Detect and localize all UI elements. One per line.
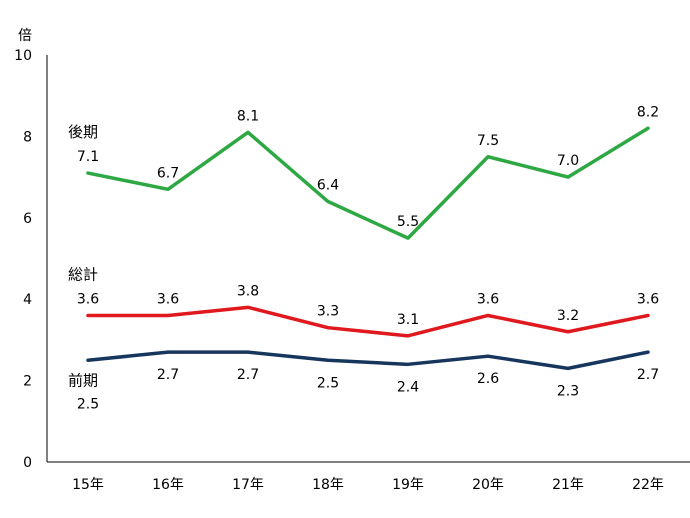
y-tick-label: 4: [23, 292, 32, 308]
data-label: 3.8: [237, 283, 259, 299]
series-line: [86, 350, 650, 371]
y-tick-label: 6: [23, 211, 32, 227]
y-tick-label: 10: [14, 48, 32, 64]
x-tick-label: 17年: [232, 477, 264, 493]
data-label: 3.1: [397, 312, 419, 328]
data-label: 3.2: [557, 308, 579, 324]
y-tick-label: 0: [23, 455, 32, 471]
data-label: 2.5: [317, 375, 339, 391]
series-name-label: 後期: [68, 123, 98, 141]
x-tick-label: 18年: [312, 477, 344, 493]
data-label: 3.6: [637, 291, 659, 307]
data-label: 5.5: [397, 214, 419, 230]
data-label: 2.4: [397, 379, 419, 395]
data-labels: 7.1 6.7 8.1 6.4 5.5 7.5 7.0 8.2 3.6 3.6 3.8 3.3 3.1 3…: [77, 104, 659, 412]
data-label: 2.7: [237, 367, 259, 383]
x-tick-label: 16年: [152, 477, 184, 493]
data-label: 7.0: [557, 153, 579, 169]
x-axis-ticks: 15年 16年 17年 18年 19年 20年 21年 22年: [72, 477, 664, 493]
series-line: [86, 126, 650, 240]
data-label: 2.5: [77, 396, 99, 412]
data-label: 7.1: [77, 149, 99, 165]
data-label: 2.7: [637, 367, 659, 383]
data-label: 8.1: [237, 108, 259, 124]
data-label: 2.3: [557, 383, 579, 399]
y-axis-ticks: 0 2 4 6 8 10: [14, 48, 32, 471]
y-tick-label: 2: [23, 374, 32, 390]
x-tick-label: 20年: [472, 477, 504, 493]
x-tick-label: 19年: [392, 477, 424, 493]
series-name-label: 総計: [68, 265, 98, 283]
series-lines: [86, 126, 650, 371]
data-label: 3.6: [77, 291, 99, 307]
y-axis-label: 倍: [18, 28, 32, 44]
x-tick-label: 22年: [632, 477, 664, 493]
data-label: 7.5: [477, 133, 499, 149]
series-name-label: 前期: [68, 371, 98, 389]
data-label: 8.2: [637, 104, 659, 120]
data-label: 6.4: [317, 178, 339, 194]
data-label: 2.7: [157, 367, 179, 383]
y-tick-label: 8: [23, 129, 32, 145]
data-label: 3.6: [477, 291, 499, 307]
series-line: [86, 305, 650, 338]
data-label: 2.6: [477, 371, 499, 387]
data-label: 3.6: [157, 291, 179, 307]
data-label: 3.3: [317, 304, 339, 320]
x-tick-label: 15年: [72, 477, 104, 493]
x-tick-label: 21年: [552, 477, 584, 493]
data-label: 6.7: [157, 165, 179, 181]
